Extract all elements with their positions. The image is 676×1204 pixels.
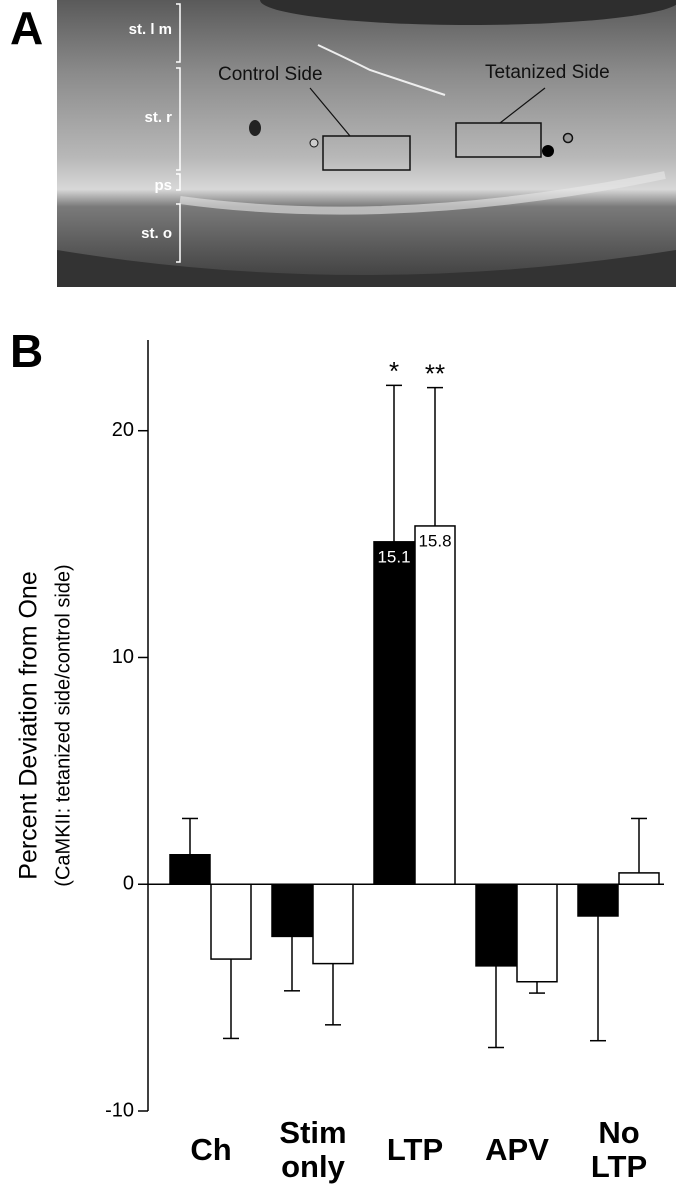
bar [169, 854, 211, 885]
panel-label: A [10, 2, 43, 54]
region-box [322, 135, 411, 171]
bar [577, 883, 619, 917]
electrode-mark [562, 132, 574, 144]
x-tick-label: Stim [279, 1115, 346, 1150]
y-tick-label: 0 [123, 873, 134, 895]
micrograph-background [57, 0, 676, 287]
significance-mark: * [389, 356, 399, 386]
significance-mark: ** [425, 358, 445, 388]
leader-line [499, 87, 546, 124]
y-axis-label: (CaMKII: tetanized side/control side) [52, 564, 74, 886]
y-tick-label: 20 [112, 419, 134, 441]
leader-line [309, 87, 351, 137]
x-tick-label: APV [485, 1132, 549, 1167]
electrode-mark [309, 138, 319, 148]
x-tick-label: LTP [591, 1149, 647, 1184]
value-label: 15.1 [377, 547, 410, 566]
y-axis-label: Percent Deviation from One [15, 571, 43, 879]
cell-layer [179, 171, 666, 215]
value-label: 15.8 [418, 531, 451, 550]
vessel [317, 44, 446, 96]
bar [210, 883, 252, 960]
bar [312, 883, 354, 965]
bar [618, 872, 660, 885]
bar [271, 883, 313, 938]
panel-label: B [10, 325, 43, 377]
x-tick-label: only [281, 1149, 345, 1184]
x-tick-label: Ch [190, 1132, 231, 1167]
bar [475, 883, 517, 967]
layer-brackets [176, 3, 181, 263]
y-tick-label: 10 [112, 646, 134, 668]
spot [249, 120, 261, 136]
layer-label: st. r [144, 109, 172, 126]
layer-label: st. l m [129, 21, 172, 38]
bar [414, 525, 456, 885]
y-tick-label: -10 [105, 1099, 134, 1121]
region-label: Control Side [218, 64, 323, 85]
region-box [455, 122, 542, 158]
micrograph-shade [57, 250, 676, 287]
bar [516, 883, 558, 983]
x-tick-label: No [598, 1115, 639, 1150]
electrode-mark [542, 145, 554, 157]
region-label: Tetanized Side [485, 62, 610, 83]
micrograph-shade [260, 0, 676, 25]
x-tick-label: LTP [387, 1132, 443, 1167]
layer-label: st. o [141, 225, 172, 242]
bar [373, 541, 415, 885]
layer-label: ps [154, 177, 172, 194]
micrograph: st. l m st. r ps st. o Control Side Teta… [57, 0, 676, 287]
